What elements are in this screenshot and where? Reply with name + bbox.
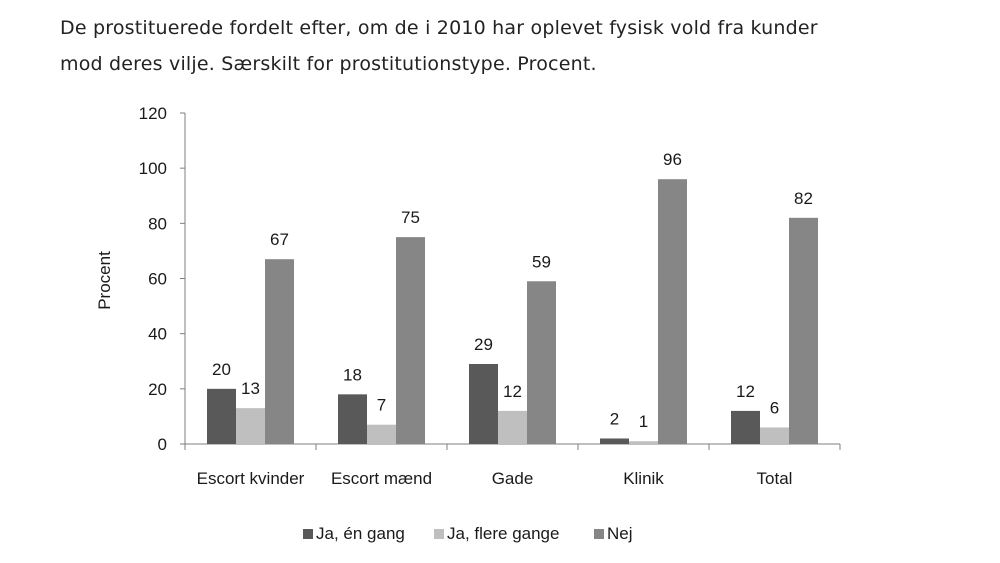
bar: [367, 424, 396, 444]
x-category-label: Total: [757, 469, 793, 488]
legend-swatch: [303, 529, 313, 539]
bar: [265, 259, 294, 444]
x-category-label: Gade: [492, 469, 534, 488]
data-label: 20: [212, 360, 231, 379]
data-label: 1: [639, 412, 648, 431]
bars: [207, 179, 818, 444]
legend-label: Nej: [607, 524, 633, 543]
bar: [469, 364, 498, 444]
data-label: 59: [532, 252, 551, 271]
data-label: 96: [663, 150, 682, 169]
y-axis-title: Procent: [95, 251, 114, 310]
bar: [600, 438, 629, 444]
x-category-label: Escort mænd: [331, 469, 432, 488]
data-label: 82: [794, 189, 813, 208]
bar: [731, 410, 760, 444]
y-tick-label: 0: [158, 435, 167, 454]
bar: [789, 217, 818, 444]
bar: [498, 410, 527, 444]
y-tick-label: 100: [139, 159, 167, 178]
data-label: 18: [343, 365, 362, 384]
data-label: 7: [377, 396, 386, 415]
y-tick-label: 120: [139, 104, 167, 123]
data-label: 12: [736, 382, 755, 401]
data-label: 2: [610, 409, 619, 428]
chart-title-line-1: De prostituerede fordelt efter, om de i …: [60, 17, 818, 39]
data-label: 12: [503, 382, 522, 401]
data-label: 67: [270, 230, 289, 249]
bar: [396, 237, 425, 444]
bar: [760, 427, 789, 444]
y-tick-label: 40: [148, 325, 167, 344]
legend-label: Ja, flere gange: [447, 524, 559, 543]
bar: [629, 441, 658, 444]
legend: Ja, én gang Ja, flere gange Nej: [303, 524, 633, 543]
data-label: 75: [401, 208, 420, 227]
x-category-label: Escort kvinder: [197, 469, 305, 488]
data-label: 6: [770, 398, 779, 417]
data-label: 29: [474, 335, 493, 354]
x-category-label: Klinik: [623, 469, 664, 488]
y-tick-label: 80: [148, 214, 167, 233]
legend-swatch: [594, 529, 604, 539]
chart-title-line-2: mod deres vilje. Særskilt for prostituti…: [60, 53, 597, 75]
bar: [236, 408, 265, 444]
bar: [658, 179, 687, 444]
legend-label: Ja, én gang: [316, 524, 405, 543]
y-tick-label: 20: [148, 380, 167, 399]
data-label: 13: [241, 379, 260, 398]
chart-title: De prostituerede fordelt efter, om de i …: [60, 10, 960, 82]
y-tick-label: 60: [148, 270, 167, 289]
legend-swatch: [434, 529, 444, 539]
data-labels: 20 13 67 18 7 75 29 12 59 2 1 96 12 6 82: [212, 150, 813, 431]
bar: [207, 388, 236, 444]
bar: [338, 394, 367, 444]
bar: [527, 281, 556, 444]
